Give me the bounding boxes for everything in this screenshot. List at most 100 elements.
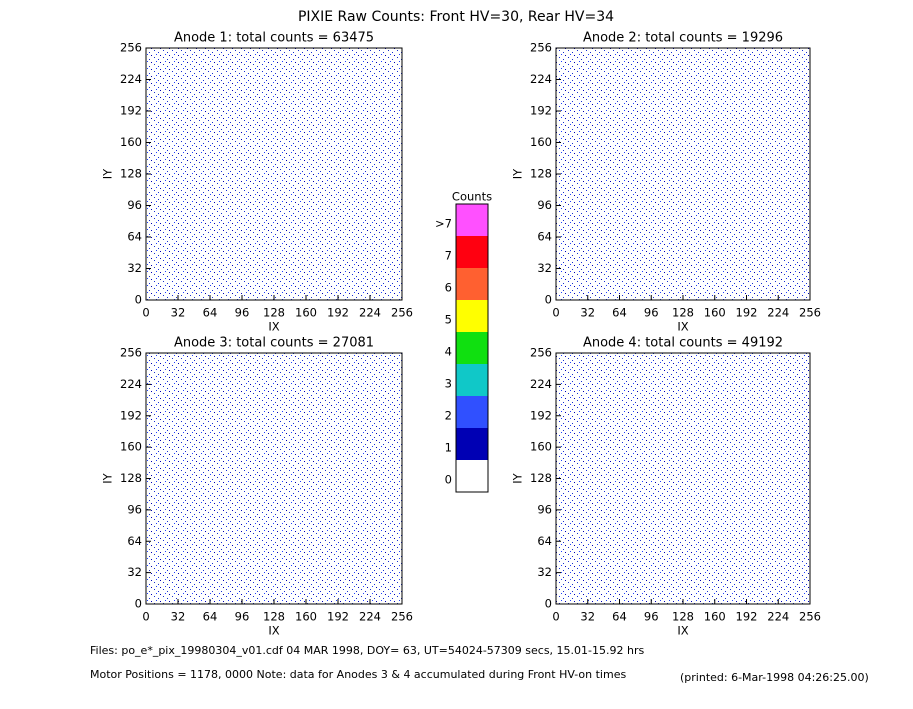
x-axis-label: IX	[677, 320, 688, 334]
x-tick-label: 64	[203, 306, 218, 320]
y-tick-label: 256	[530, 346, 552, 360]
x-tick-label: 224	[767, 306, 789, 320]
x-tick-label: 0	[142, 610, 149, 624]
plot-area	[555, 47, 811, 301]
y-tick-label: 192	[120, 104, 142, 118]
x-tick-label: 256	[799, 610, 821, 624]
y-tick-label: 224	[530, 377, 552, 391]
colorbar-cell	[456, 300, 488, 332]
y-tick-label: 160	[120, 135, 142, 149]
y-tick-label: 192	[530, 104, 552, 118]
x-tick-label: 192	[736, 610, 758, 624]
x-tick-label: 160	[704, 610, 726, 624]
y-tick-label: 96	[127, 502, 142, 516]
y-tick-label: 160	[530, 135, 552, 149]
y-tick-label: 256	[120, 346, 142, 360]
x-tick-label: 128	[263, 306, 285, 320]
colorbar-label: 5	[445, 313, 452, 327]
panel-title: Anode 2: total counts = 19296	[583, 31, 783, 46]
colorbar-label: 3	[445, 377, 452, 391]
x-tick-label: 192	[327, 610, 349, 624]
x-tick-label: 256	[799, 306, 821, 320]
y-tick-label: 160	[120, 440, 142, 454]
x-tick-label: 224	[359, 306, 381, 320]
colorbar-label: 4	[445, 345, 452, 359]
panel-title: Anode 3: total counts = 27081	[174, 336, 374, 351]
x-tick-label: 0	[552, 610, 559, 624]
footer-files: Files: po_e*_pix_19980304_v01.cdf 04 MAR…	[90, 644, 644, 657]
y-axis-label: IY	[511, 472, 525, 483]
y-tick-label: 32	[537, 565, 552, 579]
y-tick-label: 128	[120, 167, 142, 181]
x-tick-label: 32	[580, 610, 595, 624]
y-tick-label: 32	[127, 261, 142, 275]
x-tick-label: 32	[171, 306, 186, 320]
y-tick-label: 0	[545, 597, 552, 611]
y-tick-label: 224	[530, 72, 552, 86]
y-tick-label: 224	[120, 377, 142, 391]
colorbar-label: 6	[445, 281, 452, 295]
y-tick-label: 128	[530, 471, 552, 485]
colorbar-cell	[456, 332, 488, 364]
x-axis-label: IX	[268, 624, 279, 638]
colorbar-cell	[456, 236, 488, 268]
y-tick-label: 160	[530, 440, 552, 454]
y-tick-label: 0	[135, 597, 142, 611]
colorbar-label: 0	[445, 473, 452, 487]
x-tick-label: 256	[391, 306, 413, 320]
x-tick-label: 256	[391, 610, 413, 624]
colorbar-cell	[456, 268, 488, 300]
y-tick-label: 64	[127, 534, 142, 548]
x-tick-label: 192	[327, 306, 349, 320]
footer-motor: Motor Positions = 1178, 0000 Note: data …	[90, 668, 626, 681]
colorbar-label: >7	[435, 217, 452, 231]
y-tick-label: 64	[537, 534, 552, 548]
x-tick-label: 128	[263, 610, 285, 624]
panel-title: Anode 4: total counts = 49192	[583, 336, 783, 351]
x-tick-label: 128	[672, 306, 694, 320]
x-tick-label: 128	[672, 610, 694, 624]
y-tick-label: 64	[127, 230, 142, 244]
colorbar-cell	[456, 204, 488, 236]
y-tick-label: 192	[530, 408, 552, 422]
x-tick-label: 160	[295, 610, 317, 624]
colorbar-label: 2	[445, 409, 452, 423]
plot-area	[555, 352, 811, 605]
x-tick-label: 224	[359, 610, 381, 624]
x-tick-label: 160	[704, 306, 726, 320]
colorbar-cell	[456, 460, 488, 492]
plot-area	[145, 352, 403, 605]
x-tick-label: 0	[142, 306, 149, 320]
x-tick-label: 192	[736, 306, 758, 320]
y-axis-label: IY	[101, 472, 115, 483]
x-axis-label: IX	[268, 320, 279, 334]
y-tick-label: 96	[537, 502, 552, 516]
plot-area	[145, 47, 403, 301]
x-tick-label: 64	[612, 306, 627, 320]
x-tick-label: 32	[171, 610, 186, 624]
x-tick-label: 64	[203, 610, 218, 624]
colorbar-label: 7	[445, 249, 452, 263]
x-tick-label: 160	[295, 306, 317, 320]
y-tick-label: 96	[537, 198, 552, 212]
colorbar-label: 1	[445, 441, 452, 455]
footer-printed: (printed: 6-Mar-1998 04:26:25.00)	[680, 671, 869, 684]
figure-title: PIXIE Raw Counts: Front HV=30, Rear HV=3…	[298, 9, 614, 25]
y-tick-label: 224	[120, 72, 142, 86]
x-tick-label: 96	[644, 610, 659, 624]
y-tick-label: 32	[537, 261, 552, 275]
x-tick-label: 96	[644, 306, 659, 320]
x-tick-label: 96	[235, 610, 250, 624]
colorbar-cell	[456, 364, 488, 396]
colorbar-title: Counts	[452, 190, 492, 204]
y-axis-label: IY	[511, 168, 525, 179]
y-tick-label: 256	[530, 41, 552, 55]
colorbar-cell	[456, 428, 488, 460]
x-tick-label: 32	[580, 306, 595, 320]
y-axis-label: IY	[101, 168, 115, 179]
x-tick-label: 0	[552, 306, 559, 320]
panel-title: Anode 1: total counts = 63475	[174, 31, 374, 46]
colorbar-frame	[455, 203, 489, 493]
y-tick-label: 128	[530, 167, 552, 181]
